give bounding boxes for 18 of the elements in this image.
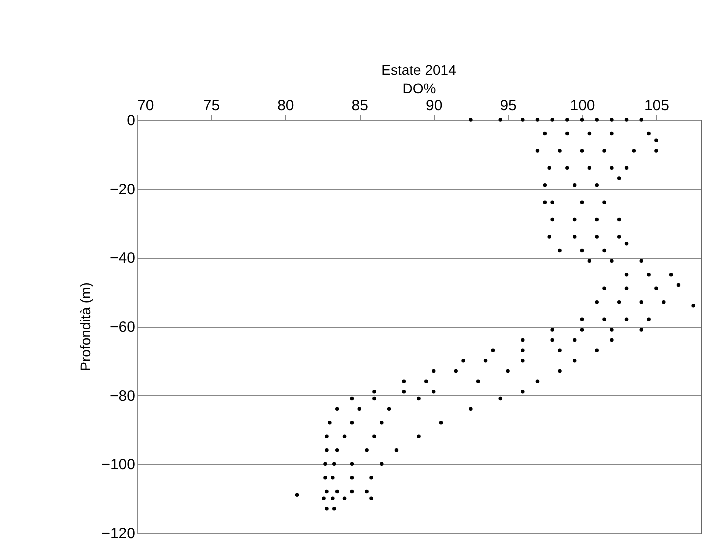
chart-title: Estate 2014 <box>382 62 457 78</box>
y-tick-label: −100 <box>102 456 136 474</box>
x-tick-label: 105 <box>644 98 670 114</box>
x-tick-label: 70 <box>138 98 154 114</box>
x-tick-label: 75 <box>203 98 220 114</box>
y-axis-title: Profondità (m) <box>78 282 94 372</box>
x-tick-label: 95 <box>500 98 517 114</box>
x-tick-label: 80 <box>278 98 294 114</box>
y-tick-label: −60 <box>110 319 136 336</box>
x-tick-label: 100 <box>570 98 596 114</box>
x-tick-label: 90 <box>426 98 443 114</box>
y-tick-label: −20 <box>110 181 136 198</box>
y-tick-label: 0 <box>127 112 136 130</box>
y-tick-label: −40 <box>110 250 136 268</box>
x-axis-title: DO% <box>402 80 436 96</box>
y-tick-label: −80 <box>110 388 136 405</box>
y-tick-label: −120 <box>102 526 136 542</box>
x-tick-label: 85 <box>352 98 368 114</box>
